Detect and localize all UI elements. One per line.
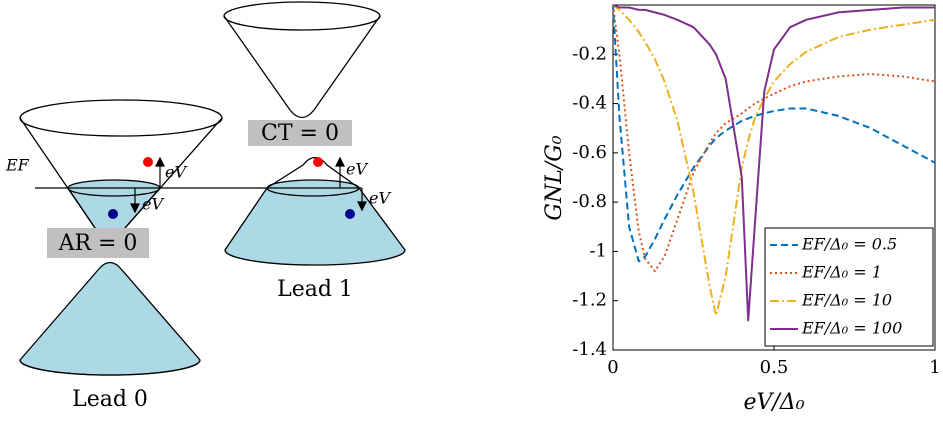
x-tick-label: 0 [607, 357, 618, 378]
y-tick-label: -1.4 [572, 339, 607, 360]
cone [224, 16, 380, 118]
legend-label: EF/Δ₀ = 0.5 [801, 235, 897, 254]
hole [345, 209, 355, 219]
x-tick-label: 1 [929, 357, 940, 378]
fermi-label: EF [5, 156, 30, 175]
electron [313, 157, 323, 167]
hole [108, 209, 118, 219]
ev-label: eV [346, 160, 368, 179]
x-tick-label: 0.5 [760, 357, 789, 378]
y-tick-label: -1 [589, 240, 607, 261]
ev-label: eV [165, 163, 187, 182]
ev-label: eV [142, 195, 164, 214]
y-tick-label: -0.2 [572, 43, 607, 64]
diagram: AR = 0 Lead 0 CT = 0 Lead 1 EF eV eV eV … [5, 2, 405, 412]
lead-label: Lead 1 [277, 277, 353, 302]
cone [20, 263, 200, 376]
figure: AR = 0 Lead 0 CT = 0 Lead 1 EF eV eV eV … [0, 0, 943, 421]
x-axis-label: eV/Δ₀ [743, 390, 804, 415]
y-tick-label: -0.8 [572, 191, 607, 212]
y-tick-label: -0.6 [572, 142, 607, 163]
y-tick-label: -1.2 [572, 290, 607, 311]
y-axis-label: GNL/G₀ [542, 135, 567, 220]
y-tick-label: -0.4 [572, 93, 607, 114]
cone-top [224, 2, 380, 30]
ar-label: AR = 0 [58, 231, 138, 256]
ct-label: CT = 0 [261, 121, 339, 146]
legend-label: EF/Δ₀ = 10 [801, 291, 892, 310]
cone-top [20, 100, 222, 136]
legend-label: EF/Δ₀ = 100 [801, 319, 902, 338]
ev-label: eV [369, 189, 391, 208]
legend-label: EF/Δ₀ = 1 [801, 263, 882, 282]
chart: GNL/G₀ eV/Δ₀ -1.4 -1.2 -1 -0.8 -0.6 -0.4 -0.2 0… [542, 5, 941, 415]
lead-label: Lead 0 [72, 387, 148, 412]
electron [143, 157, 153, 167]
